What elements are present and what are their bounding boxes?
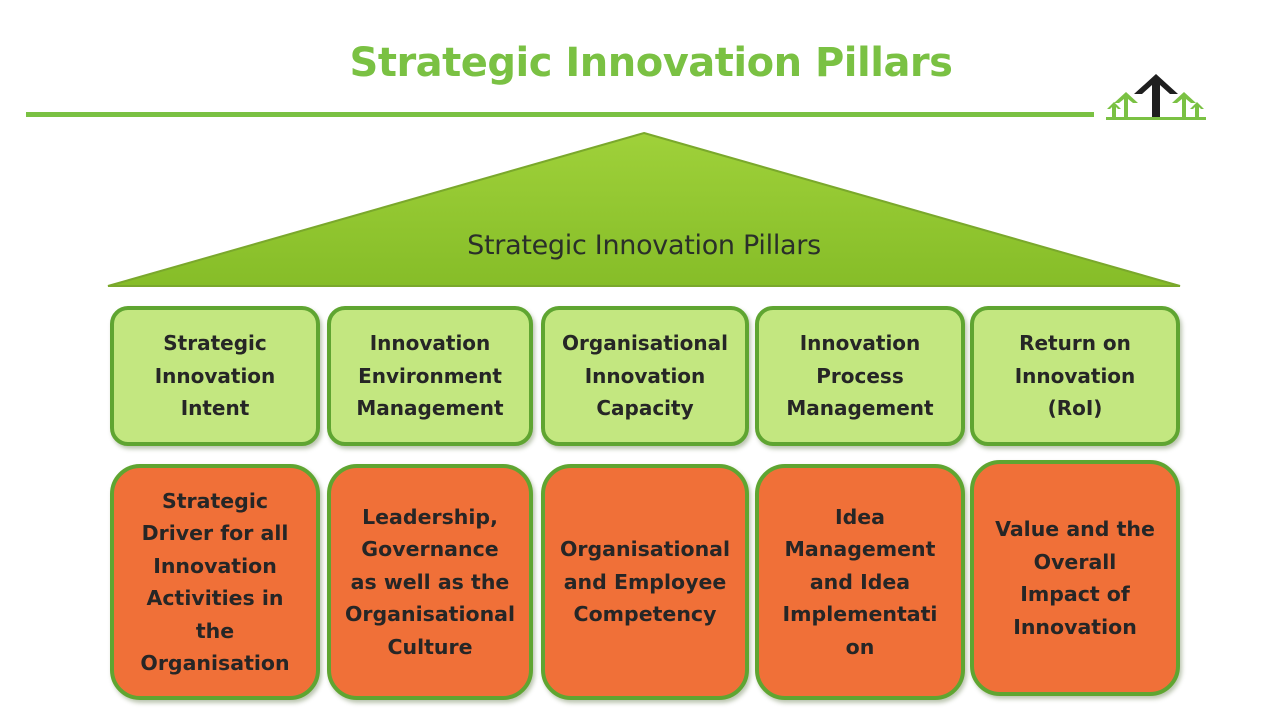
- foundation-strategic-driver: Strategic Driver for all Innovation Acti…: [110, 464, 320, 700]
- roof-triangle: [107, 131, 1181, 287]
- foundation-leadership-governance: Leadership, Governance as well as the Or…: [327, 464, 533, 700]
- foundation-idea-management: Idea Management and Idea Implementati on: [755, 464, 965, 700]
- arrows-up-logo-icon: [1106, 74, 1206, 120]
- foundation-value-impact: Value and the Overall Impact of Innovati…: [970, 460, 1180, 696]
- pillar-strategic-innovation-intent: Strategic Innovation Intent: [110, 306, 320, 446]
- roof-label: Strategic Innovation Pillars: [467, 230, 821, 261]
- pillar-return-on-innovation: Return on Innovation (RoI): [970, 306, 1180, 446]
- pillar-organisational-innovation-capacity: Organisational Innovation Capacity: [541, 306, 749, 446]
- pillar-innovation-process-management: Innovation Process Management: [755, 306, 965, 446]
- pillar-innovation-environment-management: Innovation Environment Management: [327, 306, 533, 446]
- foundation-employee-competency: Organisational and Employee Competency: [541, 464, 749, 700]
- page-title: Strategic Innovation Pillars: [349, 40, 953, 86]
- title-divider: [26, 112, 1094, 117]
